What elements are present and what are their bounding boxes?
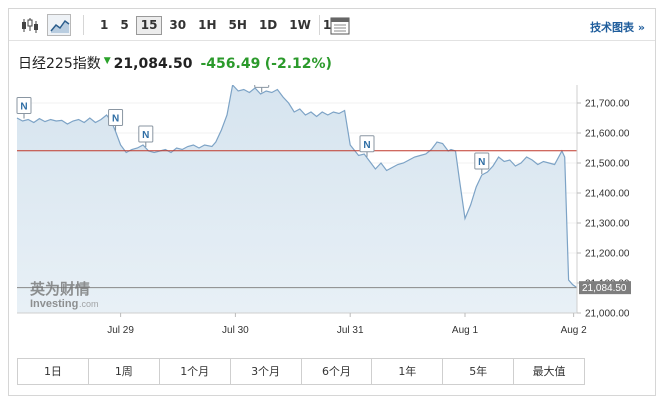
news-marker-box	[359, 135, 375, 153]
x-axis: Jul 29 Jul 30 Jul 31 Aug 1 Aug 2	[107, 313, 587, 335]
news-marker: N	[108, 109, 124, 131]
x-tick-label: Aug 2	[561, 325, 588, 335]
y-tick-label: 21,500.00	[585, 159, 630, 170]
price-change-pct: (-2.12%)	[264, 56, 332, 72]
quote-header: 日经225指数 ▼ 21,084.50 -456.49 (-2.12%)	[18, 53, 332, 73]
news-marker-box	[108, 109, 124, 126]
period-1w[interactable]: 1周	[89, 359, 160, 384]
watermark-cn: 英为财情	[30, 280, 90, 298]
chart-toolbar: 1 5 15 30 1H 5H 1D 1W 1M 技术图表 »	[9, 9, 655, 41]
interval-1[interactable]: 1	[100, 18, 109, 32]
news-marker-label: N	[363, 140, 370, 151]
technical-chart-link[interactable]: 技术图表 »	[590, 21, 645, 34]
calendar-icon[interactable]	[327, 14, 351, 36]
x-tick-label: Aug 1	[452, 325, 479, 335]
news-marker-box	[138, 125, 154, 143]
interval-1d[interactable]: 1D	[258, 18, 278, 32]
y-tick-label: 21,400.00	[585, 189, 630, 200]
x-tick-label: Jul 31	[337, 325, 364, 335]
news-marker: N	[474, 152, 490, 174]
period-selector: 1日 1周 1个月 3个月 6个月 1年 5年 最大值	[17, 358, 585, 385]
interval-5h[interactable]: 5H	[228, 18, 247, 32]
news-marker-label: N	[478, 157, 485, 168]
index-name: 日经225指数	[18, 56, 101, 72]
area-chart-icon[interactable]	[47, 14, 71, 36]
last-price-tag-bg	[579, 281, 631, 295]
news-marker-label: N	[112, 114, 119, 125]
watermark: 英为财情 Investing .com	[30, 280, 99, 310]
news-marker: N	[138, 125, 154, 147]
candlestick-icon[interactable]	[17, 14, 41, 36]
interval-15[interactable]: 15	[135, 16, 163, 35]
interval-1w[interactable]: 1W	[289, 18, 311, 32]
period-1m[interactable]: 1个月	[160, 359, 231, 384]
watermark-en: Investing	[30, 298, 78, 310]
toolbar-divider	[319, 15, 320, 35]
period-1d[interactable]: 1日	[18, 359, 89, 384]
period-max[interactable]: 最大值	[532, 365, 566, 378]
news-marker-label: N	[258, 85, 265, 86]
down-arrow-icon: ▼	[103, 56, 111, 66]
news-marker-box	[254, 85, 270, 88]
interval-selector: 1 5 15 30 1H 5H 1D 1W 1M	[95, 16, 350, 35]
news-marker: N	[359, 135, 375, 157]
last-price: 21,084.50	[113, 56, 193, 72]
news-marker-label: N	[142, 130, 149, 141]
period-1y[interactable]: 1年	[372, 359, 444, 384]
y-tick-label: 21,000.00	[585, 309, 630, 320]
news-marker: N	[16, 97, 32, 119]
y-tick-label: 21,300.00	[585, 219, 630, 230]
interval-1h[interactable]: 1H	[198, 18, 217, 32]
news-marker-box	[474, 152, 490, 170]
news-marker-label: N	[20, 102, 27, 113]
chart-widget: 1 5 15 30 1H 5H 1D 1W 1M 技术图表 » 日经225指数▼…	[8, 8, 656, 396]
x-tick-label: Jul 29	[107, 325, 134, 335]
price-change: -456.49	[200, 56, 261, 72]
last-price-tag: 21,084.50	[579, 281, 631, 295]
y-tick-label: 21,700.00	[585, 99, 630, 110]
news-marker: N	[254, 85, 270, 93]
period-6m[interactable]: 6个月	[302, 359, 373, 384]
period-5y[interactable]: 5年	[443, 359, 515, 384]
price-chart[interactable]: 英为财情 Investing .com N N N N N N 21,700.00 21,6…	[9, 85, 655, 335]
news-markers: N N N N N N	[16, 85, 490, 174]
toolbar-divider	[83, 15, 84, 35]
interval-5[interactable]: 5	[120, 18, 129, 32]
x-tick-label: Jul 30	[222, 325, 249, 335]
last-price-tag-label: 21,084.50	[582, 283, 627, 294]
period-3m[interactable]: 3个月	[231, 359, 302, 384]
y-tick-label: 21,600.00	[585, 129, 630, 140]
interval-30[interactable]: 30	[169, 18, 187, 32]
watermark-suffix: .com	[79, 299, 99, 309]
news-marker-box	[16, 97, 32, 114]
y-tick-label: 21,200.00	[585, 249, 630, 260]
